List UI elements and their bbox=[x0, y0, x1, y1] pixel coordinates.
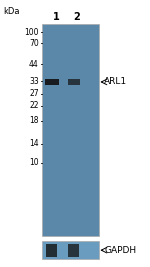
Text: 70: 70 bbox=[29, 39, 39, 48]
Bar bbox=[46, 244, 57, 257]
Bar bbox=[45, 79, 59, 85]
Text: ARL1: ARL1 bbox=[104, 77, 127, 87]
Text: 18: 18 bbox=[29, 116, 39, 125]
Text: 22: 22 bbox=[29, 101, 39, 111]
Text: 100: 100 bbox=[24, 28, 39, 37]
Bar bbox=[42, 24, 99, 236]
Bar bbox=[68, 244, 79, 257]
Text: kDa: kDa bbox=[3, 7, 20, 16]
Text: GAPDH: GAPDH bbox=[104, 246, 136, 255]
Text: 10: 10 bbox=[29, 158, 39, 167]
Text: 14: 14 bbox=[29, 139, 39, 148]
Text: 27: 27 bbox=[29, 89, 39, 99]
Text: 33: 33 bbox=[29, 77, 39, 86]
Bar bbox=[68, 79, 80, 85]
Text: 1: 1 bbox=[53, 12, 60, 22]
Text: 2: 2 bbox=[73, 12, 80, 22]
Bar bbox=[42, 241, 99, 259]
Text: 44: 44 bbox=[29, 60, 39, 69]
